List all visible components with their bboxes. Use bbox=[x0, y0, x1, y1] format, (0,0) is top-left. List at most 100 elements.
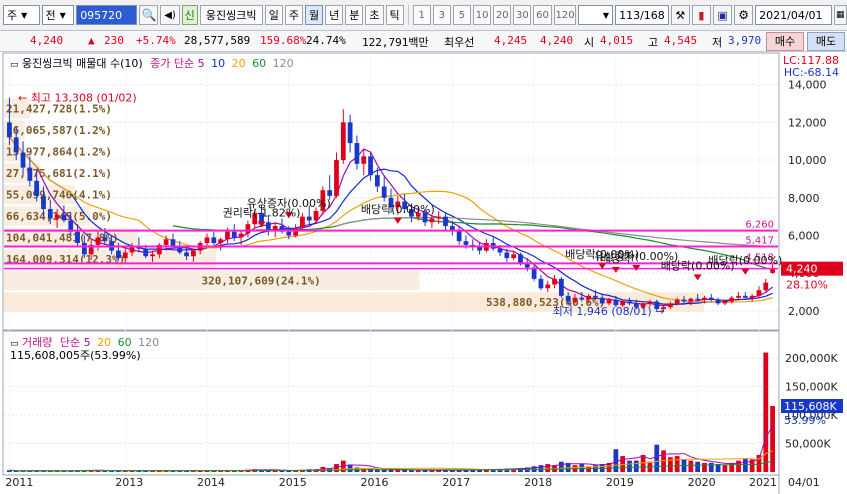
minute-1-button[interactable]: 1 bbox=[412, 5, 431, 25]
settings-button[interactable]: ⚙ bbox=[734, 5, 754, 25]
volume-bar bbox=[511, 468, 517, 472]
volume-profile-bar bbox=[4, 270, 420, 291]
candle-body bbox=[736, 295, 741, 298]
stock-type-select[interactable]: 주 ▼ bbox=[3, 5, 40, 25]
candle-body bbox=[654, 301, 660, 310]
period-week-button[interactable]: 주 bbox=[284, 5, 304, 25]
event-marker bbox=[611, 266, 620, 273]
volume-profile-label: 27,775,681(2.1%) bbox=[6, 167, 112, 180]
price-change: 230 bbox=[104, 34, 124, 47]
period-range-select[interactable]: 전 ▼ bbox=[41, 5, 75, 25]
volume-bar bbox=[422, 470, 428, 472]
period-month-button[interactable]: 월 bbox=[305, 5, 324, 25]
volume-bar bbox=[484, 469, 489, 472]
sell-button[interactable]: 매도 bbox=[807, 32, 845, 51]
x-axis-label: 2019 bbox=[606, 476, 634, 489]
volume-bar bbox=[463, 469, 469, 472]
axes: 14,00012,00010,0008,0006,0004,0002,00020… bbox=[5, 79, 843, 489]
candle-body bbox=[415, 212, 421, 217]
period-year-button[interactable]: 년 bbox=[325, 5, 344, 25]
volume-bar bbox=[742, 458, 748, 472]
tools-button[interactable]: ⚒ bbox=[670, 5, 690, 25]
volume-bar bbox=[54, 470, 60, 472]
save-icon: ▣ bbox=[717, 8, 728, 22]
volume-bar bbox=[293, 470, 298, 472]
volume-bar bbox=[640, 454, 646, 472]
event-marker bbox=[741, 268, 750, 275]
credit-badge[interactable]: 신 bbox=[181, 5, 198, 25]
candle-body bbox=[667, 303, 673, 308]
volume-bars bbox=[7, 352, 775, 472]
candle-body bbox=[606, 299, 612, 304]
minute-30-button[interactable]: 30 bbox=[513, 5, 532, 25]
buy-button[interactable]: 매수 bbox=[766, 32, 804, 51]
candle-body bbox=[368, 156, 373, 176]
volume-profile-label: 55,099,740(4.1%) bbox=[6, 189, 112, 202]
candle-body bbox=[225, 231, 230, 240]
date-input[interactable]: 2021/04/01 bbox=[755, 5, 832, 25]
period-minute-button[interactable]: 분 bbox=[345, 5, 364, 25]
candle-body bbox=[449, 226, 455, 230]
volume-profile: 21,427,728(1.5%) 16,065,587(1.2%) 15,977,8… bbox=[4, 98, 704, 312]
data-count-field[interactable]: 113/168 bbox=[615, 5, 669, 25]
stock-chart[interactable]: 21,427,728(1.5%) 16,065,587(1.2%) 15,977,8… bbox=[0, 52, 847, 494]
candle-body bbox=[272, 226, 278, 230]
candle-body bbox=[429, 218, 435, 223]
candle-body bbox=[334, 160, 339, 196]
price-axis-label: 8,000 bbox=[788, 192, 820, 205]
toolbar: 주 ▼ 전 ▼ 095720 🔍 ◀) 신 웅진씽크빅 일 주 월 년 분 초 틱 … bbox=[0, 0, 847, 31]
volume-bar bbox=[763, 352, 769, 472]
candle-body bbox=[347, 122, 353, 144]
candle-body bbox=[204, 237, 210, 244]
last-volume-label: 115,608,005주(53.99%) bbox=[10, 349, 141, 362]
volume-profile-bar bbox=[4, 98, 30, 119]
price-panel-legend: ▭ 웅진씽크빅 매물대 수(10) 종가 단순 5 10 20 60 120 bbox=[10, 55, 294, 71]
candle-body bbox=[545, 284, 551, 289]
volume-bar bbox=[756, 454, 762, 472]
candle-body bbox=[742, 295, 748, 298]
ma-5-label: 5 bbox=[197, 57, 205, 70]
search-button[interactable]: 🔍 bbox=[139, 5, 159, 25]
minute-5-button[interactable]: 5 bbox=[452, 5, 472, 25]
save-button[interactable]: ▣ bbox=[712, 5, 733, 25]
price-panel-title: 웅진씽크빅 매물대 수(10) bbox=[22, 57, 143, 70]
calendar-button[interactable]: ▦ bbox=[833, 5, 847, 25]
minute-10-button[interactable]: 10 bbox=[473, 5, 492, 25]
candle-body bbox=[770, 268, 775, 273]
volume-bar bbox=[695, 461, 701, 472]
minute-20-button[interactable]: 20 bbox=[493, 5, 512, 25]
collapse-icon[interactable]: ▭ bbox=[10, 339, 19, 349]
volume-bar bbox=[674, 456, 680, 472]
event-marker bbox=[632, 265, 641, 271]
volume-axis-label: 200,000K bbox=[785, 352, 838, 365]
speaker-button[interactable]: ◀) bbox=[160, 5, 180, 25]
volume-bar bbox=[708, 462, 714, 472]
collapse-icon[interactable]: ▭ bbox=[10, 60, 19, 70]
vol-ma-60-label: 60 bbox=[117, 336, 132, 349]
period-second-button[interactable]: 초 bbox=[365, 5, 384, 25]
candle-body bbox=[340, 122, 346, 161]
stock-code-input[interactable]: 095720 bbox=[76, 5, 138, 25]
volume-ma-60-line bbox=[9, 460, 773, 472]
period-tick-button[interactable]: 틱 bbox=[385, 5, 404, 25]
volume-bar bbox=[633, 460, 639, 472]
volume-bar bbox=[702, 462, 707, 472]
minute-3-button[interactable]: 3 bbox=[432, 5, 451, 25]
minute-60-button[interactable]: 60 bbox=[533, 5, 552, 25]
vol-ma-120-label: 120 bbox=[138, 336, 160, 349]
period-day-button[interactable]: 일 bbox=[264, 5, 283, 25]
candle-body bbox=[238, 233, 244, 238]
minute-120-button[interactable]: 120 bbox=[553, 5, 577, 25]
open-label: 시 bbox=[584, 36, 595, 49]
chart-type-button[interactable]: ▮ bbox=[691, 5, 711, 25]
price-axis-label: 2,000 bbox=[788, 305, 820, 318]
volume-bar bbox=[715, 464, 721, 472]
custom-interval-select[interactable]: ▼ bbox=[578, 5, 614, 25]
volume-bar bbox=[116, 470, 121, 472]
price-change-arrow: ▲ bbox=[88, 34, 95, 47]
volume-profile-bar bbox=[4, 292, 704, 312]
support-line-label: 5,417 bbox=[745, 235, 774, 246]
ma-20-label: 20 bbox=[231, 57, 246, 70]
candle-body bbox=[579, 297, 585, 300]
volume-bar bbox=[272, 470, 278, 472]
